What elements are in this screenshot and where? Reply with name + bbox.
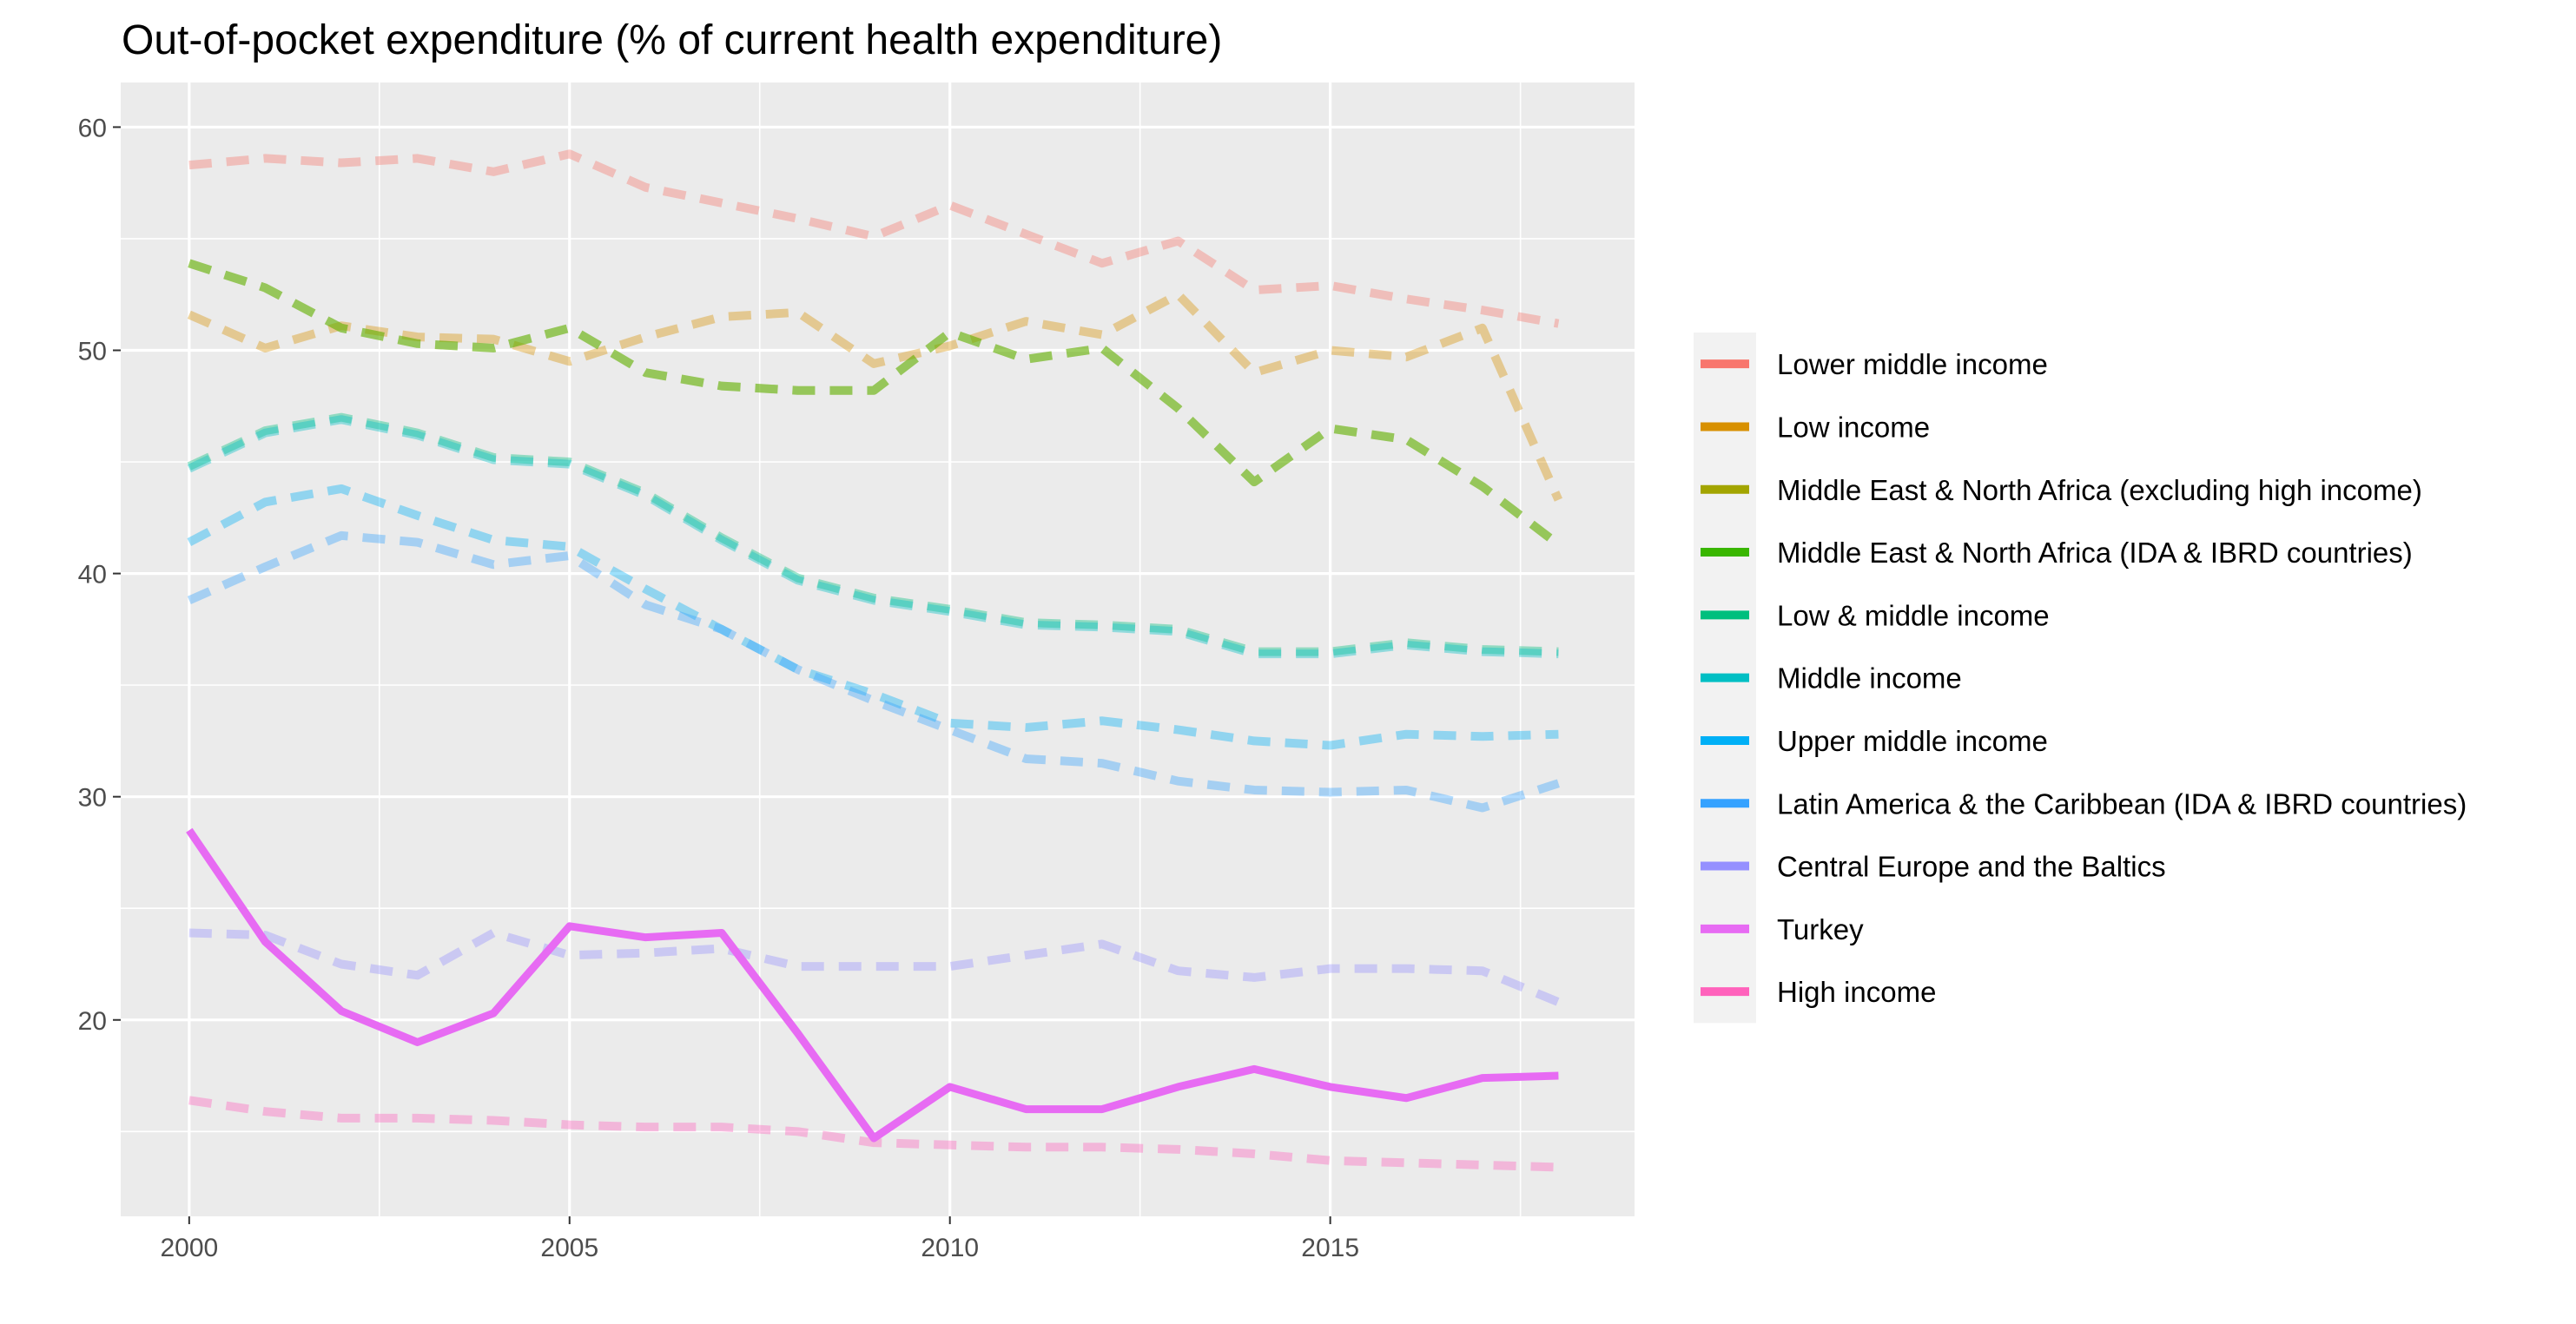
x-tick-label: 2005	[540, 1234, 598, 1262]
legend-label: High income	[1777, 976, 1936, 1008]
series-line	[186, 827, 1559, 1143]
series-line	[188, 1096, 1559, 1172]
x-tick-label: 2015	[1301, 1234, 1359, 1262]
series-line	[188, 259, 1562, 549]
series-line	[188, 259, 1562, 549]
legend: Lower middle income Low income Middle East…	[1694, 333, 2467, 1024]
x-tick-label: 2010	[921, 1234, 979, 1262]
series-line	[188, 149, 1560, 328]
legend-label: Middle East & North Africa (excluding hi…	[1777, 474, 2422, 506]
legend-label: Central Europe and the Baltics	[1777, 851, 2166, 883]
series-line	[188, 928, 1561, 1006]
series-line	[187, 290, 1562, 502]
plot-panel	[121, 82, 1635, 1216]
legend-label: Middle income	[1777, 662, 1962, 695]
legend-label: Latin America & the Caribbean (IDA & IBR…	[1777, 787, 2467, 820]
series-line	[187, 412, 1559, 656]
series-line	[187, 484, 1559, 750]
legend-label: Upper middle income	[1777, 725, 2048, 757]
y-tick-label: 20	[78, 1007, 107, 1036]
y-tick-label: 50	[78, 338, 107, 366]
legend-label: Middle East & North Africa (IDA & IBRD c…	[1777, 537, 2413, 569]
legend-label: Low & middle income	[1777, 599, 2050, 631]
legend-label: Low income	[1777, 411, 1930, 443]
chart-title: Out-of-pocket expenditure (% of current …	[122, 17, 1222, 63]
y-tick-label: 60	[78, 114, 107, 142]
y-tick-label: 30	[78, 784, 107, 813]
series-line	[187, 530, 1560, 813]
series-layer	[186, 149, 1562, 1172]
series-line	[187, 415, 1559, 659]
x-tick-label: 2000	[160, 1234, 218, 1262]
y-tick-label: 40	[78, 561, 107, 590]
legend-label: Lower middle income	[1777, 348, 2048, 380]
axes: 2000 2005 2010 2015 20 30 40 50 60	[78, 114, 1359, 1262]
legend-label: Turkey	[1777, 913, 1864, 945]
